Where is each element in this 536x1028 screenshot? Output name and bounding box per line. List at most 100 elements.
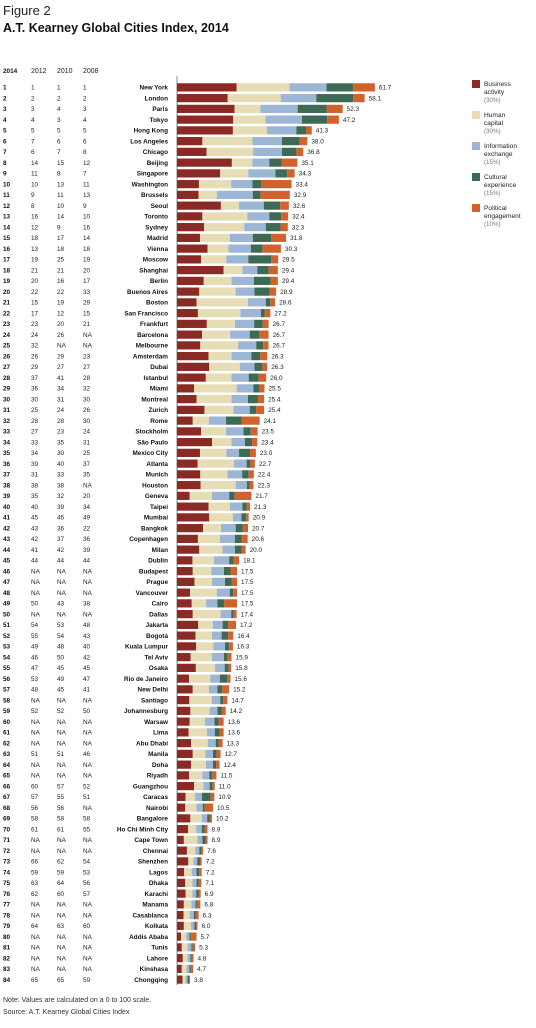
rank-2012-melbourne: 32 <box>31 343 39 350</box>
bar-human-capital-osaka <box>195 663 216 672</box>
bar-business-activity-frankfurt <box>177 319 207 328</box>
rank-2012-karachi: 62 <box>31 891 39 898</box>
rank-2014-bangalore: 69 <box>3 816 11 823</box>
bar-business-activity-jakarta <box>177 620 199 629</box>
rank-2014-casablanca: 78 <box>3 912 11 919</box>
bar-political-engagement-chongqing <box>189 975 191 984</box>
city-label-doha: Doha <box>152 762 168 769</box>
rank-2010-bogot-: 54 <box>57 633 65 640</box>
rank-2012-bangkok: 43 <box>31 525 39 532</box>
bar-information-exchange-madrid <box>229 233 253 242</box>
bar-cultural-experience-bangkok <box>235 524 243 533</box>
bar-human-capital-s-o-paulo <box>211 438 232 447</box>
city-label-dublin: Dublin <box>148 558 168 565</box>
rank-2012-lahore: NA <box>31 955 41 962</box>
bar-political-engagement-santiago <box>223 696 228 705</box>
rank-2010-milan: 42 <box>57 547 65 554</box>
bar-political-engagement-zurich <box>256 405 265 414</box>
bar-human-capital-paris <box>234 104 261 113</box>
bar-information-exchange-prague <box>211 577 226 586</box>
bar-cultural-experience-chicago <box>281 147 297 156</box>
rank-2012-mexico-city: 34 <box>31 450 39 457</box>
rank-2014-shanghai: 18 <box>3 267 11 274</box>
rank-2008-lima: NA <box>83 730 93 737</box>
rank-2014-chongqing: 84 <box>3 977 11 984</box>
total-label-milan: 20.0 <box>250 547 263 554</box>
bar-cultural-experience-frankfurt <box>254 319 263 328</box>
bar-business-activity-copenhagen <box>177 534 198 543</box>
rank-2010-warsaw: NA <box>57 719 67 726</box>
bar-business-activity-doha <box>177 760 192 769</box>
bar-cultural-experience-miami <box>253 384 260 393</box>
rank-2014-s-o-paulo: 34 <box>3 439 11 446</box>
rank-2010-moscow: 25 <box>57 257 65 264</box>
rank-2012-dhaka: 63 <box>31 880 39 887</box>
rank-2012-vancouver: NA <box>31 590 41 597</box>
bar-cultural-experience-rome <box>226 416 242 425</box>
bar-political-engagement-new-york <box>352 83 375 92</box>
total-label-bangalore: 10.2 <box>216 816 229 823</box>
rank-2014-shenzhen: 73 <box>3 859 11 866</box>
bar-human-capital-warsaw <box>189 717 205 726</box>
bar-information-exchange-brussels <box>216 190 253 199</box>
bar-business-activity-bangalore <box>177 814 191 823</box>
total-label-mumbai: 20.9 <box>253 515 266 522</box>
rank-2014-madrid: 15 <box>3 235 11 242</box>
rank-2012-caracas: 57 <box>31 794 39 801</box>
city-label-atlanta: Atlanta <box>146 461 168 468</box>
bar-political-engagement-atlanta <box>250 459 255 468</box>
rank-2014-dublin: 45 <box>3 558 11 565</box>
rank-2008-chongqing: 59 <box>83 977 91 984</box>
bar-information-exchange-dhaka <box>192 878 197 887</box>
bar-cultural-experience-cairo <box>217 599 225 608</box>
rank-2008-prague: NA <box>83 579 93 586</box>
rank-2008-tokyo: 4 <box>83 117 87 124</box>
rank-2008-brussels: 13 <box>83 192 91 199</box>
bar-human-capital-seoul <box>220 201 240 210</box>
rank-2014-barcelona: 24 <box>3 332 11 339</box>
total-label-cairo: 17.5 <box>241 601 254 608</box>
rank-2014-miami: 29 <box>3 386 11 393</box>
total-label-brussels: 32.9 <box>294 192 307 199</box>
bar-business-activity-montreal <box>177 395 197 404</box>
rank-2014-los-angeles: 6 <box>3 138 7 145</box>
rank-2014-copenhagen: 43 <box>3 536 11 543</box>
city-label-washington: Washington <box>132 181 168 188</box>
bar-information-exchange-dallas <box>220 610 232 619</box>
rank-2008-dublin: 44 <box>83 558 91 565</box>
rank-2008-nairobi: NA <box>83 805 93 812</box>
rank-2012-copenhagen: 42 <box>31 536 39 543</box>
rank-2012-bogot-: 55 <box>31 633 39 640</box>
rank-2012-munich: 31 <box>31 472 39 479</box>
rank-2010-cape-town: NA <box>57 837 67 844</box>
rank-2008-madrid: 14 <box>83 235 91 242</box>
bar-information-exchange-karachi <box>192 889 197 898</box>
total-label-prague: 17.5 <box>241 579 254 586</box>
bar-cultural-experience-london <box>316 94 354 103</box>
bar-information-exchange-houston <box>235 481 247 490</box>
bar-political-engagement-cairo <box>224 599 238 608</box>
rank-2014-manama: 77 <box>3 902 11 909</box>
rank-2012-cairo: 50 <box>31 601 39 608</box>
bar-political-engagement-tokyo <box>327 115 339 124</box>
rank-2008-manila: 46 <box>83 751 91 758</box>
total-label-kolkata: 6.0 <box>202 923 211 930</box>
bar-human-capital-chongqing <box>182 975 186 984</box>
total-label-madrid: 31.8 <box>290 235 303 242</box>
city-label-warsaw: Warsaw <box>144 719 168 726</box>
bar-information-exchange-geneva <box>211 491 230 500</box>
bar-political-engagement-rome <box>241 416 260 425</box>
bar-political-engagement-manama <box>196 900 201 909</box>
bar-information-exchange-hong-kong <box>266 126 297 135</box>
city-label-casablanca: Casablanca <box>132 912 168 919</box>
bar-business-activity-tel-aviv <box>177 653 191 662</box>
bar-cultural-experience-dhaka <box>196 878 199 887</box>
bar-cultural-experience-paris <box>297 104 327 113</box>
total-label-budapest: 17.5 <box>241 568 254 575</box>
bar-political-engagement-sydney <box>280 223 288 232</box>
rank-2008-stockholm: 24 <box>83 429 91 436</box>
rank-2014-new-york: 1 <box>3 85 7 92</box>
rank-2012-washington: 10 <box>31 181 39 188</box>
bar-cultural-experience-budapest <box>223 567 231 576</box>
